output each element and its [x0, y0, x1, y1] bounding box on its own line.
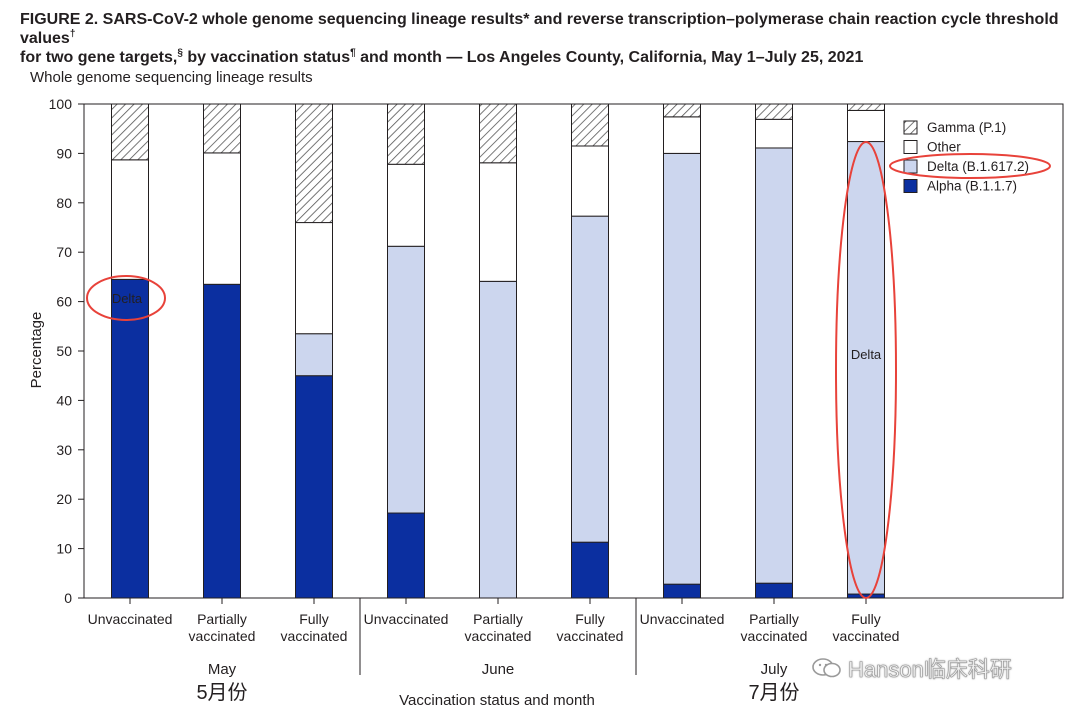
bar-segment-delta [663, 152, 701, 585]
bar-segment-other [479, 162, 517, 282]
x-tick-label: vaccinated [465, 628, 532, 644]
bar-segment-alpha [663, 583, 701, 599]
legend-swatch [903, 179, 918, 193]
title-line1: FIGURE 2. SARS-CoV-2 whole genome sequen… [20, 11, 1059, 47]
month-label: June [482, 661, 515, 678]
legend-label: Delta (B.1.617.2) [927, 159, 1029, 174]
x-tick-label: Unvaccinated [364, 611, 449, 627]
x-tick-label: Fully [575, 611, 605, 627]
x-tick-label: Fully [299, 611, 329, 627]
bar-segment-delta [755, 147, 793, 584]
delta-annotation: Delta [851, 347, 882, 362]
y-tick-label: 20 [56, 491, 72, 507]
x-axis-label: Vaccination status and month [399, 692, 595, 709]
y-tick-label: 40 [56, 392, 72, 408]
y-tick-label: 50 [56, 343, 72, 359]
bar-segment-gamma [387, 103, 425, 165]
bar-segment-gamma [111, 103, 149, 161]
title-line2b: by vaccination status [182, 49, 351, 66]
bar-segment-other [111, 159, 149, 280]
x-tick-label: Unvaccinated [88, 611, 173, 627]
x-tick-label: Partially [473, 611, 523, 627]
legend-label: Gamma (P.1) [927, 120, 1006, 135]
y-tick-label: 100 [49, 96, 73, 112]
footnote-mark: † [69, 28, 76, 40]
y-tick-label: 10 [56, 541, 72, 557]
bar-segment-other [755, 118, 793, 149]
delta-annotation: Delta [112, 291, 143, 306]
x-tick-label: Partially [749, 611, 799, 627]
bar-segment-delta [571, 215, 609, 543]
bar-segment-alpha [755, 582, 793, 599]
title-line2a: for two gene targets, [20, 49, 178, 66]
bar-segment-delta [847, 141, 885, 595]
plot-area: 0 10 20 30 40 50 60 70 80 90 100 Unvaccinated Partia… [49, 96, 1064, 704]
y-axis-label: Percentage [28, 312, 45, 389]
bar-segment-gamma [663, 103, 701, 118]
bar-segment-delta [479, 280, 517, 599]
bar-segment-other [663, 116, 701, 154]
bar-segment-delta [387, 245, 425, 514]
watermark-text: Hanson临床科研 [848, 657, 1012, 683]
chart-subtitle: Whole genome sequencing lineage results [30, 69, 313, 86]
bar-segment-gamma [479, 103, 517, 164]
bar-segment-gamma [295, 103, 333, 224]
month-annotation: 7月份 [748, 681, 799, 704]
footnote-mark: ¶ [350, 47, 356, 59]
month-annotation: 5月份 [196, 681, 247, 704]
y-tick-label: 30 [56, 442, 72, 458]
month-label: May [208, 661, 237, 678]
legend-highlight-ellipse [889, 153, 1051, 179]
watermark: Hanson临床科研 [812, 652, 1012, 684]
bar-segment-alpha [203, 283, 241, 599]
x-tick-label: Partially [197, 611, 247, 627]
x-tick-label: Unvaccinated [640, 611, 725, 627]
bar-segment-alpha [387, 512, 425, 599]
bar-segment-alpha [571, 541, 609, 599]
figure-title: FIGURE 2. SARS-CoV-2 whole genome sequen… [20, 10, 1070, 67]
y-tick-label: 60 [56, 294, 72, 310]
bar-segment-gamma [203, 103, 241, 154]
y-tick-label: 70 [56, 244, 72, 260]
x-tick-label: vaccinated [557, 628, 624, 644]
month-label: July [761, 661, 788, 678]
x-tick-label: Fully [851, 611, 881, 627]
bar-segment-gamma [755, 103, 793, 120]
bar-segment-other [203, 152, 241, 285]
x-tick-label: vaccinated [189, 628, 256, 644]
wechat-icon [812, 658, 841, 678]
y-tick-label: 80 [56, 195, 72, 211]
y-tick-label: 90 [56, 145, 72, 161]
bar-segment-other [571, 145, 609, 217]
legend-swatch [903, 120, 918, 135]
x-tick-label: vaccinated [833, 628, 900, 644]
legend-label: Alpha (B.1.1.7) [927, 179, 1017, 194]
x-tick-label: vaccinated [741, 628, 808, 644]
bar-segment-alpha [111, 278, 149, 599]
footnote-mark: § [177, 47, 183, 59]
bar-segment-other [847, 109, 885, 143]
bar-segment-gamma [847, 103, 885, 111]
y-tick-label: 0 [64, 590, 72, 606]
legend-swatch [903, 159, 918, 174]
title-line2c: and month — Los Angeles County, Californ… [355, 49, 864, 66]
bar-segment-other [295, 222, 333, 335]
x-tick-label: vaccinated [281, 628, 348, 644]
bar-segment-delta [295, 333, 333, 377]
highlight-ellipse [835, 141, 897, 599]
bar-segment-alpha [295, 375, 333, 599]
highlight-ellipse [86, 275, 166, 321]
bar-segment-other [387, 163, 425, 247]
bar-segment-gamma [571, 103, 609, 147]
legend-swatch [903, 140, 918, 154]
legend-label: Other [927, 140, 961, 155]
